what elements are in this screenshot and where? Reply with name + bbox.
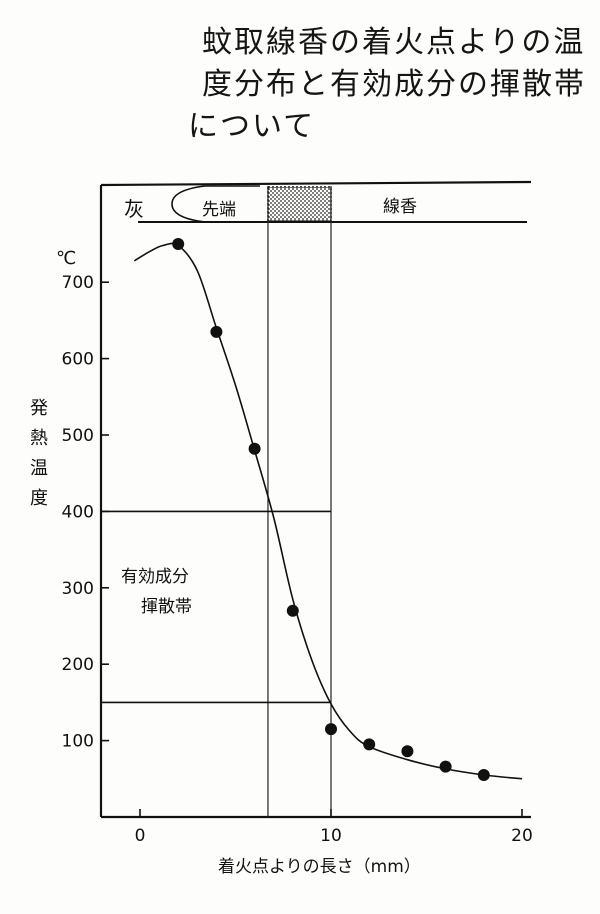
y-tick-label-100: 100 bbox=[62, 732, 94, 752]
data-point-5 bbox=[363, 738, 376, 751]
ash-label: 灰 bbox=[124, 197, 144, 221]
title-line-1: 蚊取線香の着火点よりの温 bbox=[202, 25, 586, 60]
y-tick-label-400: 400 bbox=[62, 502, 94, 522]
header-top-line bbox=[100, 180, 532, 187]
x-tick-label-0: 0 bbox=[135, 826, 146, 846]
y-tick-label-300: 300 bbox=[62, 579, 94, 599]
x-axis-label: 着火点よりの長さ（mm） bbox=[218, 857, 421, 877]
tip-outline bbox=[171, 185, 260, 223]
data-point-4 bbox=[325, 723, 337, 736]
y-tick-label-200: 200 bbox=[62, 655, 94, 675]
y-tick-label-600: 600 bbox=[62, 350, 94, 370]
y-tick-label-700: 700 bbox=[62, 273, 94, 293]
y-axis-label: 発熱温度 bbox=[30, 398, 48, 509]
data-point-7 bbox=[439, 760, 452, 773]
data-point-3 bbox=[286, 604, 299, 617]
data-point-2 bbox=[248, 442, 261, 455]
x-ticks: 0 10 20 bbox=[135, 809, 533, 846]
incense-header-bar: 灰 先端 線香 bbox=[100, 180, 532, 223]
data-point-6 bbox=[401, 745, 414, 758]
data-point-0 bbox=[172, 238, 185, 250]
y-tick-label-500: 500 bbox=[62, 426, 94, 446]
band-label-line-1: 有効成分 bbox=[121, 567, 189, 587]
y-ticks: 100 200 300 400 500 600 700 bbox=[62, 273, 109, 752]
data-point-1 bbox=[210, 325, 223, 338]
effective-band bbox=[101, 510, 331, 704]
tip-label: 先端 bbox=[202, 200, 236, 220]
x-tick-label-20: 20 bbox=[511, 826, 533, 846]
hatched-zone bbox=[267, 186, 332, 222]
x-tick-label-10: 10 bbox=[320, 826, 342, 846]
data-point-8 bbox=[477, 768, 490, 781]
band-label-line-2: 揮散帯 bbox=[141, 597, 192, 617]
title-line-2: 度分布と有効成分の揮散帯 bbox=[202, 67, 586, 102]
title-line-3: について bbox=[188, 109, 316, 144]
zone-vertical-lines bbox=[267, 186, 332, 817]
y-unit-label: ℃ bbox=[56, 248, 76, 269]
coil-label: 線香 bbox=[383, 197, 417, 217]
chart-title: 蚊取線香の着火点よりの温 度分布と有効成分の揮散帯 について bbox=[188, 22, 586, 148]
data-points bbox=[172, 238, 490, 781]
